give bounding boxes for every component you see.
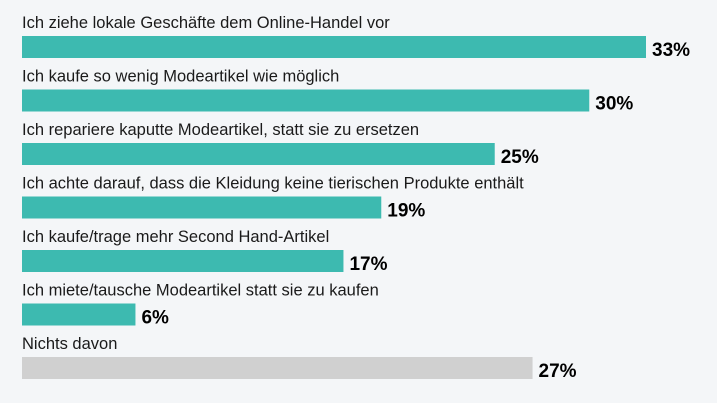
category-label: Ich kaufe so wenig Modeartikel wie mögli… bbox=[22, 68, 339, 86]
value-label: 25% bbox=[501, 147, 539, 168]
value-label: 30% bbox=[595, 94, 633, 115]
value-label: 6% bbox=[141, 308, 169, 329]
bar bbox=[22, 89, 590, 112]
category-label: Ich repariere kaputte Modeartikel, statt… bbox=[22, 121, 419, 139]
value-label: 33% bbox=[652, 40, 690, 61]
bar bbox=[22, 36, 646, 58]
category-label: Nichts davon bbox=[22, 335, 117, 353]
value-label: 19% bbox=[387, 201, 425, 222]
category-label: Ich kaufe/trage mehr Second Hand-Artikel bbox=[22, 228, 329, 246]
value-label: 17% bbox=[349, 254, 387, 275]
category-label: Ich achte darauf, dass die Kleidung kein… bbox=[22, 175, 524, 193]
value-label: 27% bbox=[539, 361, 577, 382]
bar bbox=[22, 357, 533, 379]
bar bbox=[22, 196, 382, 219]
bar bbox=[22, 303, 136, 326]
bar bbox=[22, 143, 495, 165]
category-label: Ich miete/tausche Modeartikel statt sie … bbox=[22, 282, 379, 300]
category-label: Ich ziehe lokale Geschäfte dem Online-Ha… bbox=[22, 14, 390, 32]
bar bbox=[22, 250, 344, 272]
